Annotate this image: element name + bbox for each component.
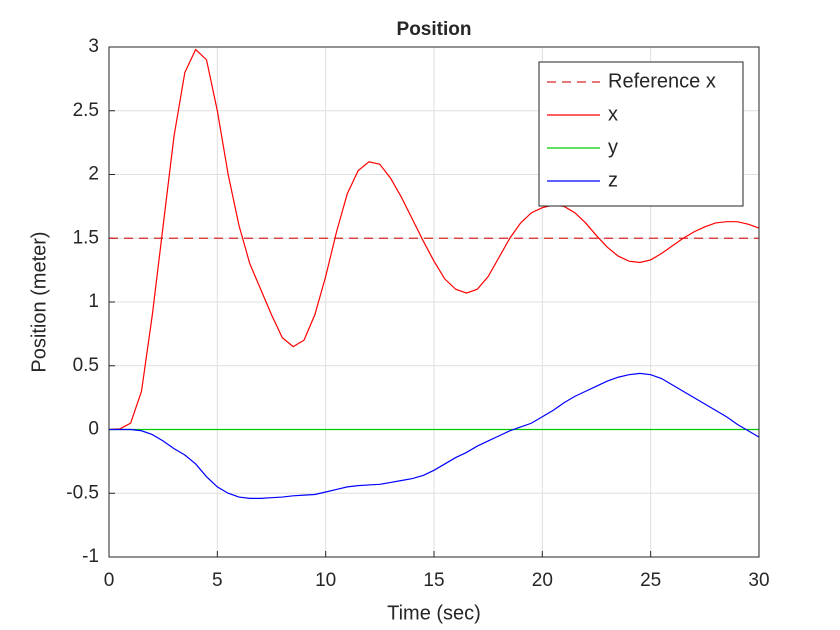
y-tick-label: 2	[88, 164, 99, 185]
x-tick-label: 0	[104, 570, 115, 591]
legend-label: Reference x	[608, 70, 716, 92]
y-tick-label: 1.5	[73, 227, 99, 248]
y-tick-label: 1	[88, 291, 99, 312]
y-tick-label: 0.5	[73, 355, 99, 376]
y-tick-label: 2.5	[73, 100, 99, 121]
x-axis-label: Time (sec)	[387, 602, 481, 624]
y-tick-label: -1	[82, 546, 99, 567]
chart-title: Position	[397, 19, 472, 40]
series-line	[108, 48, 760, 431]
legend-label: z	[608, 169, 618, 191]
legend-box	[538, 61, 744, 207]
x-tick-label: 25	[640, 570, 661, 591]
y-tick-label: -0.5	[66, 482, 99, 503]
x-tick-label: 30	[748, 570, 769, 591]
series-line	[109, 372, 760, 499]
x-tick-label: 20	[532, 570, 553, 591]
x-tick-label: 5	[212, 570, 223, 591]
y-tick-label: 0	[88, 419, 99, 440]
x-tick-label: 10	[315, 570, 336, 591]
axes-box	[108, 46, 760, 558]
legend-label: x	[608, 103, 618, 125]
y-axis-label: Position (meter)	[28, 231, 50, 372]
legend-label: y	[608, 136, 618, 158]
legend: Reference x xyz	[538, 61, 744, 207]
x-tick-label: 15	[423, 570, 444, 591]
y-tick-label: 3	[88, 36, 99, 57]
